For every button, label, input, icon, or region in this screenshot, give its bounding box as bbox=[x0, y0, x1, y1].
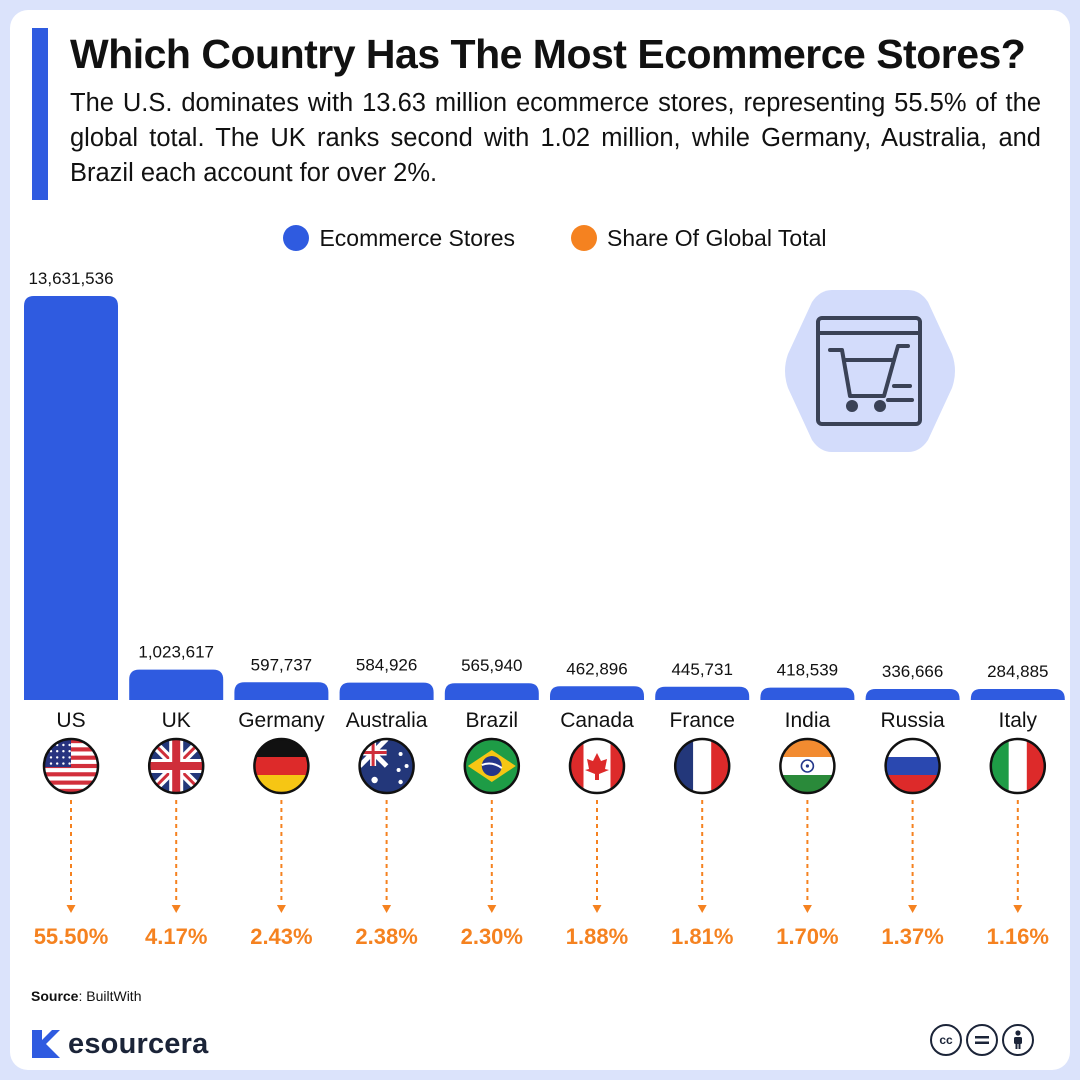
category-label: Germany bbox=[238, 709, 325, 732]
share-arrow bbox=[276, 905, 286, 913]
bar-value-label: 597,737 bbox=[251, 655, 312, 674]
bar-value-label: 418,539 bbox=[777, 661, 838, 680]
russia-flag bbox=[884, 737, 941, 795]
bar-germany bbox=[234, 682, 329, 700]
india-flag bbox=[779, 737, 836, 795]
legend-swatch-blue bbox=[283, 225, 310, 251]
bar-australia bbox=[339, 682, 434, 700]
share-value-label: 1.70% bbox=[776, 924, 838, 949]
source-text: : BuiltWith bbox=[78, 988, 142, 1004]
share-value-label: 1.16% bbox=[987, 924, 1049, 949]
australia-flag bbox=[358, 737, 415, 795]
brazil-flag bbox=[463, 737, 521, 795]
bar-us bbox=[24, 296, 118, 700]
share-value-label: 2.38% bbox=[355, 924, 417, 949]
bar-value-label: 13,631,536 bbox=[28, 269, 113, 288]
share-value-label: 1.88% bbox=[566, 924, 628, 949]
category-label: Canada bbox=[560, 709, 634, 732]
share-arrow bbox=[66, 905, 76, 913]
share-arrow bbox=[487, 905, 497, 913]
share-arrow bbox=[382, 905, 392, 913]
legend-item-stores: Ecommerce Stores bbox=[283, 225, 515, 252]
cc-icon: cc bbox=[930, 1024, 962, 1056]
legend-item-share: Share Of Global Total bbox=[571, 224, 827, 252]
category-label: US bbox=[56, 709, 85, 732]
share-value-label: 2.43% bbox=[250, 924, 312, 949]
bar-value-label: 445,731 bbox=[671, 660, 732, 679]
bar-uk bbox=[129, 669, 224, 700]
chart-title: Which Country Has The Most Ecommerce Sto… bbox=[70, 31, 1026, 77]
bar-value-label: 284,885 bbox=[987, 662, 1048, 681]
category-label: India bbox=[785, 709, 831, 732]
shopping-cart-icon bbox=[785, 290, 955, 452]
share-value-label: 1.81% bbox=[671, 924, 733, 949]
bar-value-label: 565,940 bbox=[461, 656, 522, 675]
source-label: Source bbox=[31, 988, 79, 1004]
equals-icon bbox=[966, 1024, 998, 1056]
share-value-label: 55.50% bbox=[34, 924, 109, 949]
uk-flag bbox=[147, 737, 205, 795]
license-icons: cc bbox=[930, 1024, 1034, 1056]
share-value-label: 2.30% bbox=[461, 924, 523, 949]
bar-value-label: 336,666 bbox=[882, 662, 943, 681]
bar-value-label: 462,896 bbox=[566, 659, 627, 678]
bar-india bbox=[760, 687, 855, 700]
bar-france bbox=[655, 686, 750, 700]
bar-italy bbox=[970, 689, 1065, 700]
share-value-label: 1.37% bbox=[881, 924, 943, 949]
share-arrow bbox=[171, 905, 181, 913]
france-flag bbox=[673, 737, 731, 795]
category-label: Russia bbox=[880, 709, 945, 732]
bar-brazil bbox=[444, 683, 539, 700]
share-arrow bbox=[592, 905, 602, 913]
category-label: Italy bbox=[999, 709, 1038, 732]
cc-text: cc bbox=[939, 1033, 953, 1047]
brand-name: esourcera bbox=[68, 1027, 209, 1060]
share-arrow bbox=[802, 905, 812, 913]
brand: esourcera bbox=[30, 1026, 208, 1062]
category-label: Australia bbox=[346, 709, 428, 732]
canada-flag bbox=[568, 737, 626, 795]
bar-canada bbox=[550, 686, 644, 700]
source-note: Source: BuiltWith bbox=[31, 988, 141, 1004]
share-arrow bbox=[697, 905, 707, 913]
bar-value-label: 584,926 bbox=[356, 656, 417, 675]
legend-label-stores: Ecommerce Stores bbox=[319, 224, 516, 251]
title-accent-bar bbox=[32, 28, 48, 200]
italy-flag bbox=[989, 737, 1047, 795]
legend-label-share: Share Of Global Total bbox=[607, 224, 827, 251]
germany-flag bbox=[253, 737, 310, 795]
share-value-label: 4.17% bbox=[145, 924, 207, 949]
category-label: France bbox=[670, 709, 735, 732]
bar-russia bbox=[865, 689, 960, 700]
us-flag bbox=[42, 737, 100, 795]
legend: Ecommerce Stores Share Of Global Total bbox=[25, 222, 1070, 254]
share-arrow bbox=[1013, 905, 1023, 913]
person-icon bbox=[1002, 1024, 1034, 1056]
legend-swatch-orange bbox=[571, 225, 598, 251]
bar-value-label: 1,023,617 bbox=[138, 643, 214, 662]
category-label: UK bbox=[162, 709, 191, 732]
resourcera-logo-icon bbox=[32, 1030, 60, 1058]
infographic-card: Which Country Has The Most Ecommerce Sto… bbox=[10, 10, 1070, 1070]
category-label: Brazil bbox=[466, 709, 519, 732]
chart-subtitle: The U.S. dominates with 13.63 million ec… bbox=[70, 89, 1041, 187]
share-arrow bbox=[908, 905, 918, 913]
bar-chart: 13,631,536 US 55.50% 1,023,617 UK 4.17% 597,73… bbox=[24, 269, 1065, 949]
